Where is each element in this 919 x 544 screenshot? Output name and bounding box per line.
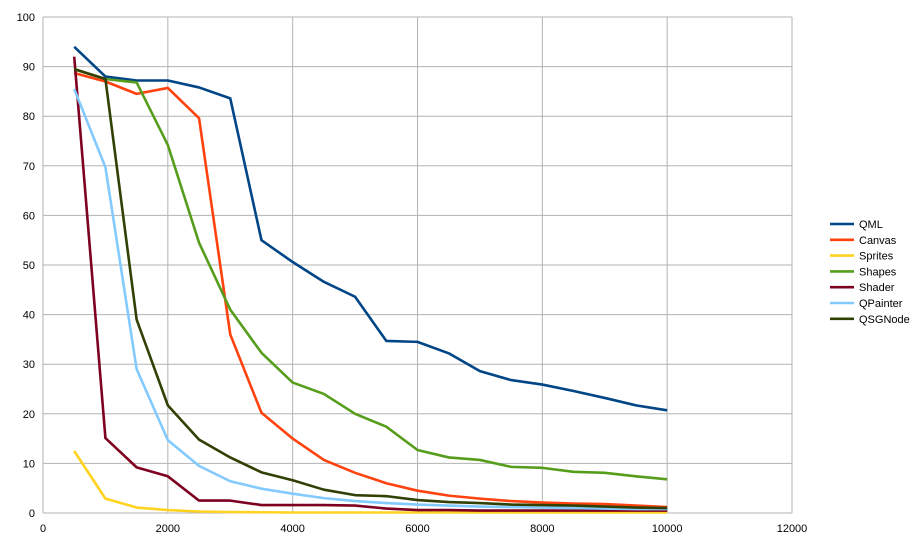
y-tick-label: 70 — [23, 161, 35, 173]
y-tick-label: 10 — [23, 458, 35, 470]
y-tick-label: 20 — [23, 409, 35, 421]
legend-label: Canvas — [859, 235, 897, 247]
legend-label: QPainter — [859, 298, 903, 310]
y-tick-label: 60 — [23, 210, 35, 222]
series-line-shader — [72, 56, 668, 512]
legend-label: QSGNode — [859, 314, 910, 326]
y-tick-label: 100 — [17, 12, 35, 24]
y-tick-label: 50 — [23, 260, 35, 272]
series-lines — [72, 45, 668, 514]
legend-label: Shapes — [859, 266, 897, 278]
legend-label: QML — [859, 219, 883, 231]
y-tick-label: 0 — [29, 508, 35, 520]
legend-item-qpainter: QPainter — [830, 298, 903, 310]
series-line-qml — [73, 45, 668, 412]
series-line-shapes — [73, 67, 668, 481]
x-tick-label: 2000 — [156, 523, 180, 535]
series-line-sprites — [73, 450, 668, 514]
legend-label: Sprites — [859, 251, 894, 263]
legend-item-sprites: Sprites — [830, 251, 894, 263]
x-tick-label: 4000 — [280, 523, 304, 535]
series-line-qpainter — [73, 88, 668, 511]
legend-label: Shader — [859, 282, 895, 294]
x-tick-label: 12000 — [777, 523, 808, 535]
series-line-qsgnode — [73, 67, 668, 510]
legend-item-shader: Shader — [830, 282, 895, 294]
y-tick-label: 90 — [23, 62, 35, 74]
tick-labels: 0 10 20 30 40 50 60 70 80 90 100 0 2000 4000 6000 8000 1… — [17, 12, 808, 535]
y-tick-label: 40 — [23, 310, 35, 322]
legend-item-qml: QML — [830, 219, 883, 231]
x-tick-label: 8000 — [530, 523, 554, 535]
x-tick-label: 6000 — [405, 523, 429, 535]
y-tick-label: 30 — [23, 359, 35, 371]
x-tick-label: 0 — [40, 523, 46, 535]
legend-item-qsgnode: QSGNode — [830, 314, 910, 326]
legend-item-shapes: Shapes — [830, 266, 897, 278]
legend-item-canvas: Canvas — [830, 235, 897, 247]
series-line-canvas — [73, 71, 668, 509]
x-tick-label: 10000 — [652, 523, 683, 535]
legend: QML Canvas Sprites Shapes Shader QPainter QSGN… — [830, 219, 910, 326]
y-tick-label: 80 — [23, 111, 35, 123]
